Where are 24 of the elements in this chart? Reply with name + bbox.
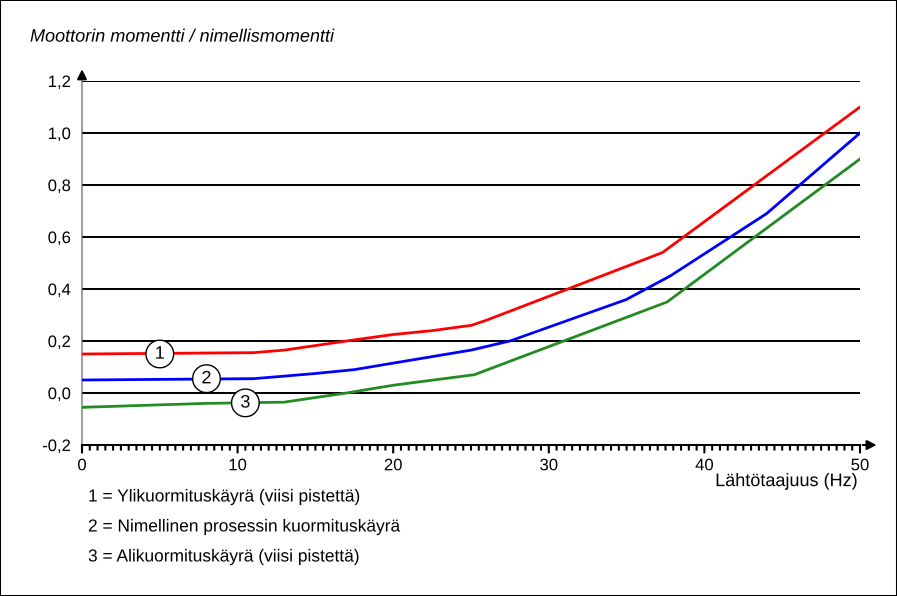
- y-tick-label: 0,0: [48, 387, 70, 402]
- x-tick-label: 20: [384, 458, 402, 470]
- text: 1 = Ylikuormituskäyrä (viisi pistettä): [89, 488, 360, 506]
- y-tick-label: 0,4: [48, 283, 70, 298]
- text: 2 = Nimellinen prosessin kuormituskäyrä: [88, 518, 400, 536]
- annotation: 2: [202, 370, 211, 384]
- x-tick-label: 10: [230, 458, 246, 470]
- y-tick-label: 0,8: [48, 179, 70, 194]
- line-series: [82, 132, 860, 382]
- x-tick-label: 0: [78, 458, 86, 470]
- y-tick-label: 1,0: [48, 127, 70, 142]
- y-tick-label: 0,6: [48, 231, 70, 246]
- y-axis-title: Moottorin momentti / nimellismomentti: [30, 28, 334, 42]
- y-tick-label: 1,2: [48, 75, 70, 90]
- x-tick-label: 40: [696, 458, 714, 470]
- x-tick-label: 30: [540, 458, 558, 470]
- annotation: 3: [241, 394, 250, 408]
- x-axis-title: Lähtötaajuus (Hz): [716, 472, 857, 490]
- text: 3 = Alikuormituskäyrä (viisi pistettä): [88, 548, 359, 566]
- y-tick-label: -0,2: [42, 439, 70, 454]
- line-series: [82, 158, 860, 409]
- y-tick-label: 0,2: [48, 335, 70, 350]
- annotation: 1: [156, 346, 164, 359]
- x-tick-label: 50: [851, 458, 869, 470]
